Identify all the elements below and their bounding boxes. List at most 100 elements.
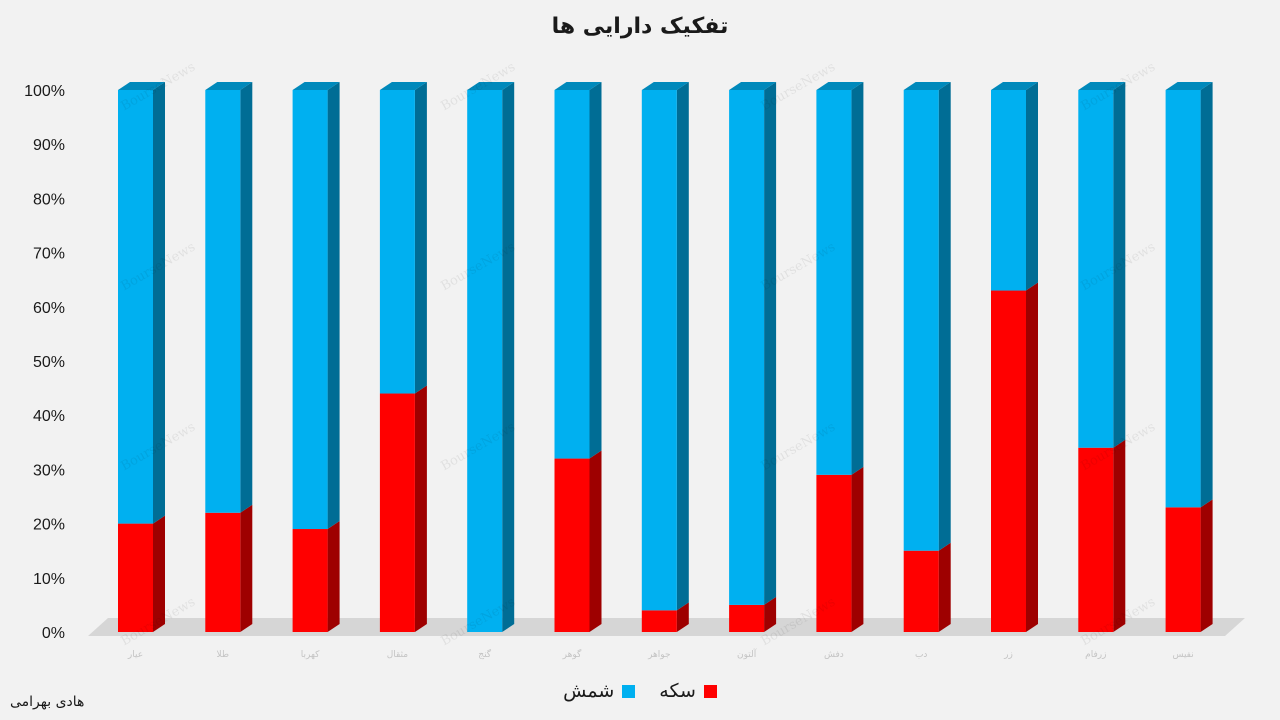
bar-segment-coin [118, 523, 153, 632]
x-tick-label: مثقال [387, 650, 409, 660]
bar-segment-coin [292, 529, 328, 632]
bar-top [816, 82, 864, 90]
bar-segment-coin [991, 290, 1026, 632]
bar-side-bullion [589, 82, 602, 459]
x-tick-label: دب [915, 650, 927, 660]
bar-segment-coin [205, 512, 241, 632]
bar-group [729, 82, 777, 632]
y-tick-label: 50% [33, 354, 65, 371]
legend-label-bullion: شمش [563, 680, 615, 702]
bar-top [379, 82, 427, 90]
bar-segment-coin [1165, 507, 1201, 632]
bar-group [1165, 82, 1213, 632]
bar-side-bullion [764, 82, 777, 605]
y-tick-label: 20% [33, 517, 65, 534]
x-tick-label: جواهر [647, 650, 670, 660]
x-tick-label: گوهر [562, 648, 582, 660]
author-credit: هادی بهرامی [10, 694, 85, 710]
bar-top [205, 82, 253, 90]
legend-swatch-bullion [622, 684, 636, 698]
bar-segment-bullion [292, 90, 328, 530]
bar-side-coin [851, 466, 864, 632]
bar-group [991, 82, 1038, 632]
bar-group [641, 82, 689, 632]
bar-top [292, 82, 340, 90]
bar-top [903, 82, 951, 90]
legend-label-coin: سکه [659, 680, 696, 702]
bar-top [641, 82, 689, 90]
x-tick-label: زر [1003, 650, 1013, 660]
bar-side-bullion [327, 82, 340, 530]
bar-side-bullion [1026, 82, 1038, 291]
bar-segment-bullion [554, 90, 590, 459]
bar-side-bullion [851, 82, 864, 475]
bar-group [903, 82, 951, 632]
x-tick-label: دفش [824, 650, 844, 660]
bar-segment-bullion [1165, 90, 1201, 508]
bar-side-bullion [502, 82, 515, 632]
bar-side-coin [764, 596, 777, 632]
bar-segment-coin [903, 550, 939, 632]
bar-top [1078, 82, 1126, 90]
bar-side-bullion [153, 82, 165, 524]
legend-swatch-coin [703, 684, 717, 698]
bar-segment-coin [816, 474, 852, 632]
legend: سکه شمش [0, 680, 1280, 702]
y-tick-label: 10% [33, 571, 65, 588]
bar-segment-bullion [118, 90, 153, 524]
bar-top [1165, 82, 1213, 90]
bar-group [292, 82, 340, 632]
x-tick-label: نفیس [1172, 650, 1193, 660]
y-tick-label: 70% [33, 246, 65, 263]
bar-top [467, 82, 515, 90]
bar-side-coin [240, 504, 253, 632]
bar-segment-bullion [641, 90, 677, 611]
bar-side-coin [938, 542, 951, 632]
bar-segment-bullion [991, 90, 1026, 291]
bar-segment-bullion [903, 90, 939, 551]
bar-group [467, 82, 515, 632]
x-tick-label: گنج [478, 648, 492, 660]
bar-group [816, 82, 864, 632]
y-axis-labels: 0% 10% 20% 30% 40% 50% 60% 70% 80% 90% 100% [24, 83, 65, 642]
bar-group [118, 82, 165, 632]
bar-side-coin [1200, 499, 1213, 632]
bar-top [554, 82, 602, 90]
legend-item-bullion: شمش [563, 680, 636, 702]
bar-top [118, 82, 165, 90]
bar-side-coin [1026, 282, 1038, 632]
bar-segment-coin [554, 458, 590, 632]
bar-side-coin [327, 521, 340, 632]
legend-item-coin: سکه [659, 680, 717, 702]
bar-top [729, 82, 777, 90]
bar-side-coin [676, 602, 689, 632]
x-tick-label: زرفام [1085, 650, 1106, 660]
bar-segment-bullion [1078, 90, 1114, 448]
bar-side-bullion [1200, 82, 1213, 508]
y-tick-label: 30% [33, 462, 65, 479]
bar-side-bullion [676, 82, 689, 611]
bar-segment-bullion [205, 90, 241, 513]
y-tick-label: 100% [24, 83, 65, 100]
bar-side-bullion [414, 82, 427, 394]
bar-segment-bullion [816, 90, 852, 475]
y-tick-label: 0% [42, 625, 65, 642]
bar-segment-coin [379, 393, 415, 632]
x-axis-labels: عیار طلا کهربا مثقال گنج گوهر جواهر آلتون دفش دب ز… [127, 648, 1194, 660]
y-tick-label: 60% [33, 300, 65, 317]
bar-segment-coin [1078, 447, 1114, 632]
bar-side-bullion [1113, 82, 1126, 448]
y-tick-label: 90% [33, 137, 65, 154]
x-tick-label: کهربا [301, 650, 320, 660]
x-tick-label: عیار [127, 650, 143, 660]
bar-side-coin [414, 385, 427, 632]
bar-segment-coin [729, 604, 765, 632]
y-tick-label: 40% [33, 408, 65, 425]
bar-segment-bullion [467, 90, 503, 632]
y-tick-label: 80% [33, 191, 65, 208]
bar-group [205, 82, 253, 632]
bar-group [554, 82, 602, 632]
bar-group [1078, 82, 1126, 632]
chart-title: تفکیک دارایی ها [551, 14, 729, 39]
